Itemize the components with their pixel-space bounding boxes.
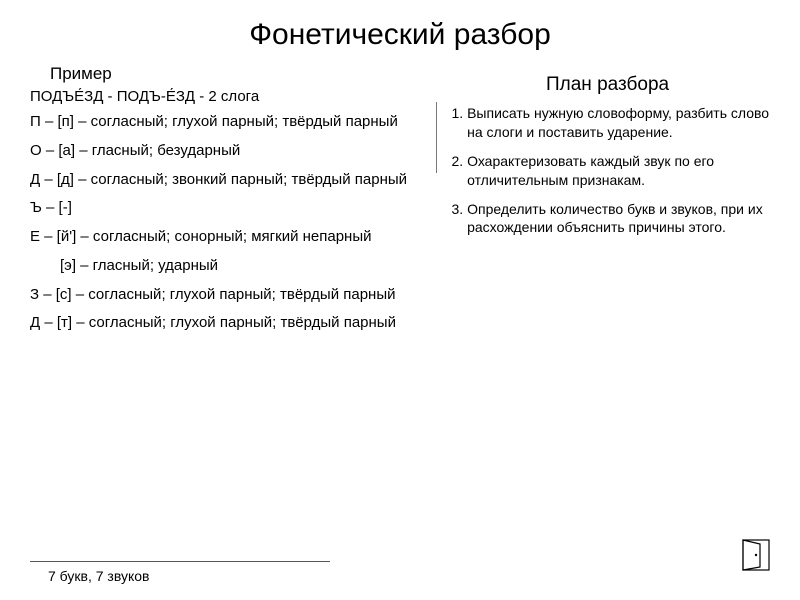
example-label: Пример: [50, 64, 427, 84]
word-line: ПОДЪЕ́ЗД - ПОДЪ-Е́ЗД - 2 слога: [30, 88, 427, 105]
plan-list: Выписать нужную словоформу, разбить слов…: [445, 104, 770, 237]
plan-item-2: Охарактеризовать каждый звук по его отли…: [467, 152, 770, 190]
analysis-line-7: З – [с] – согласный; глухой парный; твёр…: [30, 286, 427, 305]
analysis-line-8: Д – [т] – согласный; глухой парный; твёр…: [30, 314, 427, 333]
analysis-line-3: Д – [д] – согласный; звонкий парный; твё…: [30, 171, 427, 190]
bottom-block: 7 букв, 7 звуков: [30, 561, 330, 584]
columns: Пример ПОДЪЕ́ЗД - ПОДЪ-Е́ЗД - 2 слога П …: [30, 62, 770, 343]
left-column: Пример ПОДЪЕ́ЗД - ПОДЪ-Е́ЗД - 2 слога П …: [30, 62, 427, 343]
door-icon: [742, 539, 770, 576]
plan-item-1: Выписать нужную словоформу, разбить слов…: [467, 104, 770, 142]
analysis-line-5: Е – [й'] – согласный; сонорный; мягкий н…: [30, 228, 427, 247]
plan-item-3: Определить количество букв и звуков, при…: [467, 200, 770, 238]
page-title: Фонетический разбор: [30, 18, 770, 52]
right-column: План разбора Выписать нужную словоформу,…: [445, 62, 770, 343]
analysis-line-6-text: [э] – гласный; ударный: [60, 257, 218, 274]
analysis-line-1: П – [п] – согласный; глухой парный; твёр…: [30, 113, 427, 132]
analysis-line-4: Ъ – [-]: [30, 199, 427, 218]
hr-line: [30, 561, 330, 562]
analysis-line-6: [э] – гласный; ударный: [30, 257, 427, 276]
plan-title: План разбора: [445, 74, 770, 96]
analysis-line-2: О – [а] – гласный; безударный: [30, 142, 427, 161]
counts: 7 букв, 7 звуков: [48, 568, 330, 584]
slide: Фонетический разбор Пример ПОДЪЕ́ЗД - ПО…: [0, 0, 800, 600]
